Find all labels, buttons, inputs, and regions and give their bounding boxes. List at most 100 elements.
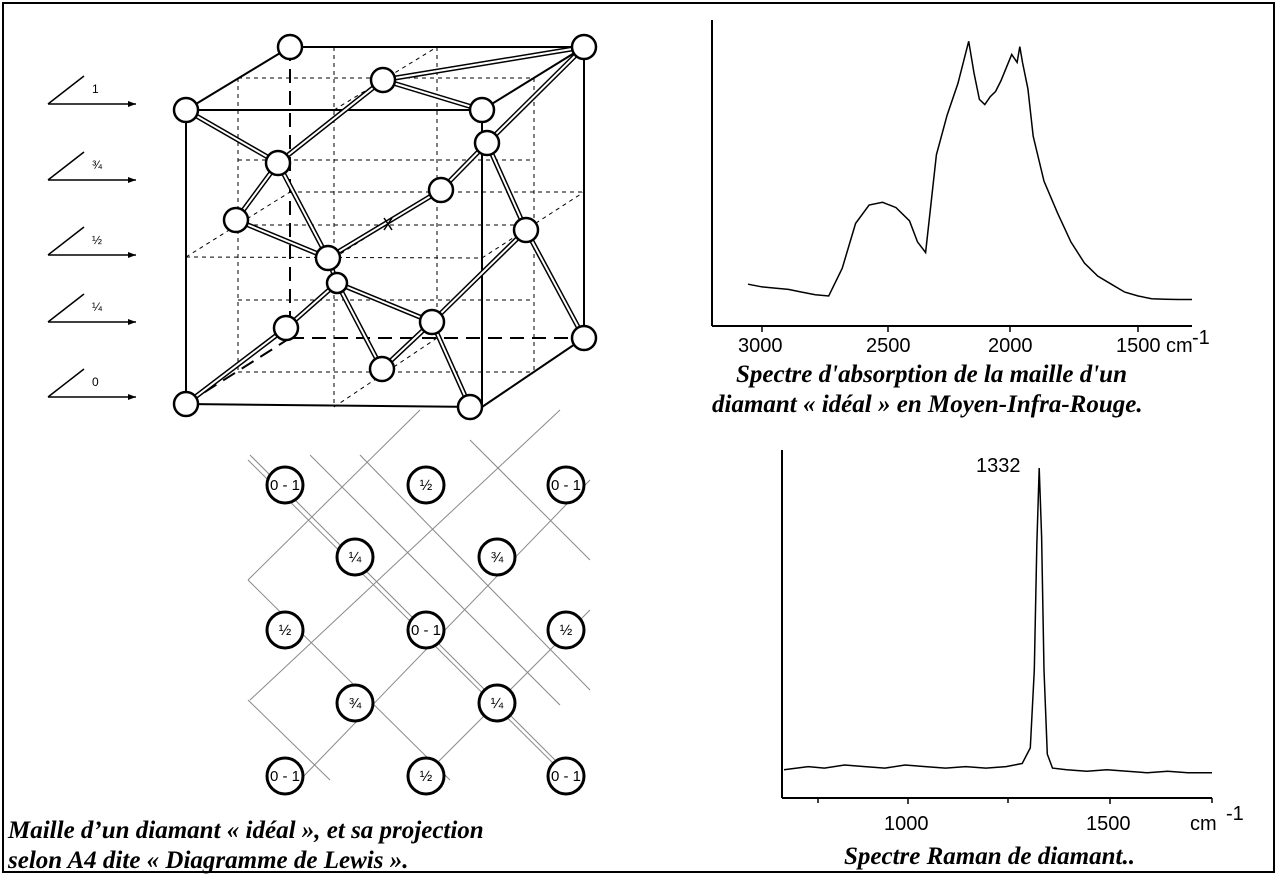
projection-node-label: 0 - 1 — [411, 622, 441, 639]
x-unit-label: cm — [1190, 813, 1217, 835]
atom — [264, 149, 292, 177]
spectrum-line — [747, 41, 1192, 301]
projection-node: 0 - 1 — [546, 465, 586, 505]
peak-label: 1332 — [976, 455, 1021, 477]
projection-node-label: ½ — [279, 622, 292, 639]
projection-node-label: 0 - 1 — [551, 768, 581, 785]
projection-node: 0 - 1 — [265, 465, 305, 505]
projection-diagonal — [309, 454, 561, 706]
layer-indicator: ¼ — [47, 293, 136, 325]
atom — [222, 206, 250, 234]
atom — [427, 176, 455, 204]
atom — [468, 96, 496, 124]
cell-center-mark — [383, 217, 393, 231]
projection-node: ½ — [265, 610, 305, 650]
layer-indicator: 1 — [47, 75, 136, 107]
projection-node: ¼ — [335, 537, 375, 577]
atom — [369, 66, 397, 94]
x-tick-label: 2000 — [988, 335, 1033, 357]
projection-node: ¾ — [477, 537, 517, 577]
layer-label: ¼ — [92, 300, 103, 314]
layer-slope-line — [47, 75, 85, 105]
layer-indicator: ¾ — [47, 151, 136, 183]
projection-node-label: ½ — [560, 622, 573, 639]
spectrum-line — [783, 467, 1212, 774]
ir-absorption-spectrum: 3000 2500 2000 1500 cm -1 — [711, 20, 1210, 357]
atom — [172, 96, 200, 124]
x-unit-superscript: -1 — [1226, 803, 1244, 825]
projection-atom — [406, 756, 446, 796]
projection-node: ¾ — [335, 683, 375, 723]
projection-diagonal — [359, 454, 591, 691]
projection-atom — [546, 465, 586, 505]
layer-slope-line — [47, 226, 85, 256]
projection-atom — [265, 465, 305, 505]
layer-label: ½ — [92, 233, 102, 247]
x-tick-label: 1000 — [884, 813, 929, 835]
projection-node-label: ¼ — [491, 695, 504, 712]
projection-node: ¼ — [477, 683, 517, 723]
projection-node-label: 0 - 1 — [270, 768, 300, 785]
layer-indicator: 0 — [47, 368, 136, 400]
projection-node: ½ — [406, 465, 446, 505]
diamond-unit-cell — [172, 33, 598, 421]
x-tick-label: 1500 — [1086, 813, 1131, 835]
projection-diagonal — [249, 409, 561, 701]
layer-height-indicators: 1 ¾ ½ ¼ 0 — [47, 75, 136, 400]
projection-atom — [477, 537, 517, 577]
projection-diagonal — [469, 439, 591, 561]
caption-raman: Spectre Raman de diamant.. — [844, 843, 1135, 870]
layer-slope-line — [47, 368, 85, 398]
projection-atom — [265, 610, 305, 650]
caption-unit-cell-line2: selon A4 dite « Diagramme de Lewis ». — [8, 847, 409, 874]
arrow-head-icon — [128, 101, 136, 107]
caption-unit-cell-line1: Maille d’un diamant « idéal », et sa pro… — [8, 817, 484, 844]
projection-atom — [335, 683, 375, 723]
projection-node-label: 0 - 1 — [551, 477, 581, 494]
atoms — [172, 33, 598, 421]
projection-atom — [406, 610, 446, 650]
projection-atom — [477, 683, 517, 723]
projection-node-label: ½ — [420, 477, 433, 494]
atom — [276, 33, 304, 61]
atom — [314, 244, 342, 272]
x-tick-label: 2500 — [866, 335, 911, 357]
x-tick-label: 1500 cm — [1116, 335, 1193, 357]
layer-label: ¾ — [92, 158, 103, 172]
projection-node: ½ — [406, 756, 446, 796]
layer-label: 0 — [92, 375, 99, 389]
atom — [473, 129, 501, 157]
atom — [418, 308, 446, 336]
arrow-head-icon — [128, 252, 136, 258]
projection-node-label: ¾ — [349, 695, 362, 712]
projection-node: 0 - 1 — [546, 756, 586, 796]
atom — [272, 314, 300, 342]
projection-diagonal — [247, 409, 421, 581]
projection-node: 0 - 1 — [265, 756, 305, 796]
projection-node-label: 0 - 1 — [270, 477, 300, 494]
arrow-head-icon — [128, 177, 136, 183]
x-unit-superscript: -1 — [1192, 327, 1210, 349]
projection-diagonal — [247, 699, 331, 781]
layer-label: 1 — [92, 82, 99, 96]
lewis-projection-diagram: 0 - 1 ½ 0 - 1 ¼ ¾ ½ 0 - 1 ½ ¾ ¼ 0 - 1 ½ 0 - 1 — [247, 409, 591, 796]
layer-indicator: ½ — [47, 226, 136, 258]
atom — [570, 324, 598, 352]
projection-node-label: ½ — [420, 768, 433, 785]
raman-spectrum: 1000 1500 cm -1 1332 — [781, 450, 1244, 835]
projection-node: ½ — [546, 610, 586, 650]
projection-atom — [406, 465, 446, 505]
projection-diagonal — [247, 579, 451, 781]
atom — [368, 355, 396, 383]
arrow-head-icon — [128, 319, 136, 325]
layer-slope-line — [47, 293, 85, 323]
caption-ir-line2: diamant « idéal » en Moyen-Infra-Rouge. — [712, 391, 1143, 418]
atom — [456, 393, 484, 421]
x-tick-label: 3000 — [738, 335, 783, 357]
atom — [172, 390, 200, 418]
projection-atom — [335, 537, 375, 577]
projection-node: 0 - 1 — [406, 610, 446, 650]
projection-atom — [546, 610, 586, 650]
